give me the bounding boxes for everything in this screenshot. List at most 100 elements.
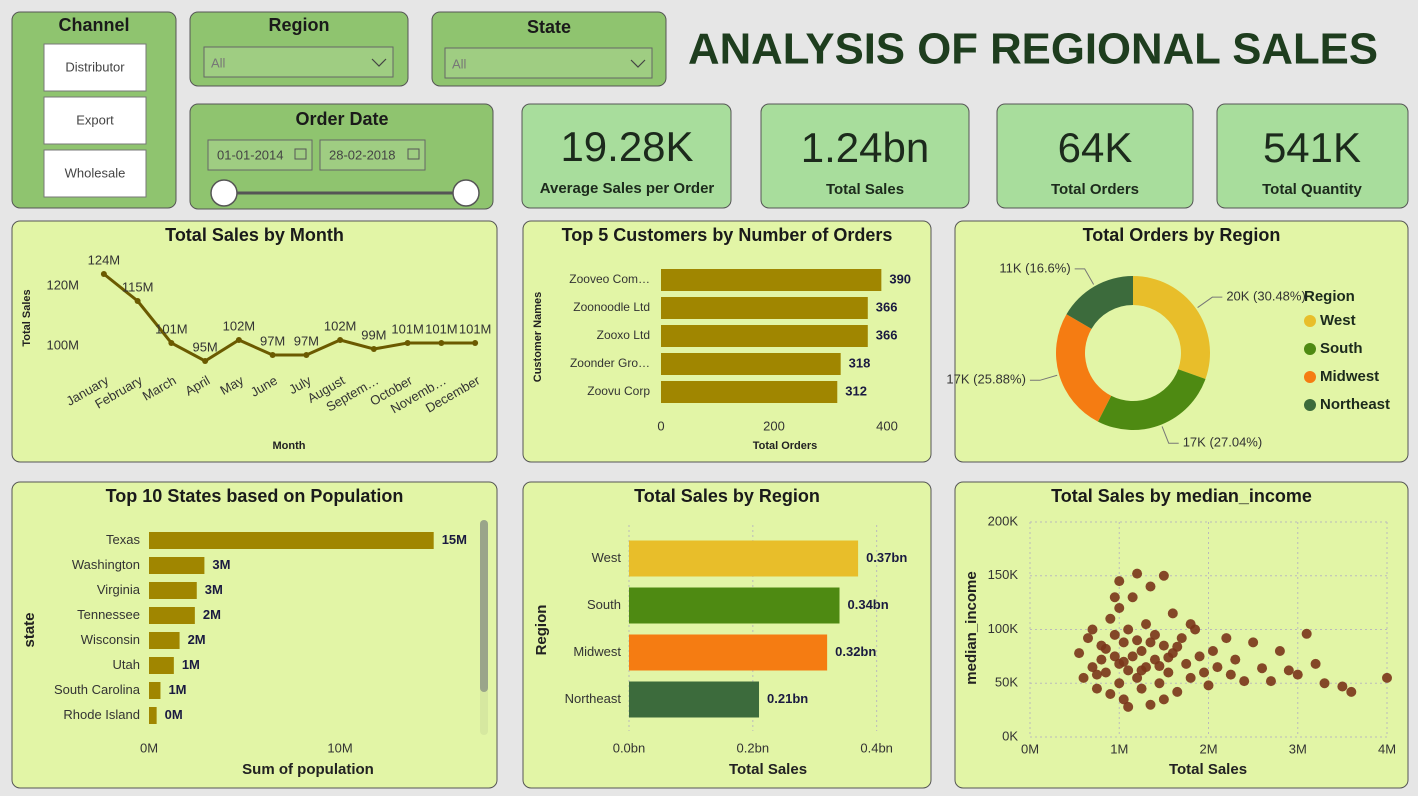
scatter-point (1109, 592, 1120, 603)
data-label: 2M (188, 632, 206, 647)
scatter-point (1118, 694, 1129, 705)
data-label: 99M (361, 327, 386, 342)
x-tick-label: 400 (876, 418, 898, 433)
bar (149, 682, 161, 699)
category-label: Texas (106, 532, 140, 547)
scatter-point (1118, 656, 1129, 667)
channel-button[interactable] (43, 149, 147, 198)
x-tick-label: 0M (140, 740, 158, 755)
point (235, 337, 242, 343)
data-label: 0.21bn (767, 691, 808, 706)
scatter-point (1163, 667, 1174, 678)
leader-line (1074, 268, 1095, 285)
category-label: Midwest (573, 644, 621, 659)
scatter-point (1118, 637, 1129, 648)
data-label: 1M (182, 657, 200, 672)
chart-panel (11, 481, 498, 789)
x-tick-label: 2M (1199, 741, 1217, 756)
data-label: 97M (294, 333, 319, 348)
scatter-point (1176, 633, 1187, 644)
scatter-point (1091, 669, 1102, 680)
scatter-point (1154, 661, 1165, 672)
bar (629, 681, 760, 718)
point (202, 358, 209, 364)
data-label: 2M (203, 607, 221, 622)
leader-line (1161, 426, 1179, 444)
y-axis-title: Total Sales (21, 289, 33, 346)
data-label: 366 (876, 327, 898, 342)
bar (149, 707, 157, 724)
line (102, 272, 476, 363)
scatter-point (1127, 592, 1138, 603)
category-label: Tennessee (77, 607, 140, 622)
scatter-point (1087, 624, 1098, 635)
leader-line (1197, 296, 1223, 308)
x-tick-label: 0.0bn (613, 740, 646, 755)
region-value[interactable]: All (211, 55, 226, 70)
data-label: 390 (889, 271, 911, 286)
bar (661, 353, 841, 375)
channel-button[interactable] (43, 96, 147, 145)
kpi-card (760, 103, 970, 209)
slider-handle[interactable] (452, 179, 480, 207)
scatter-point (1100, 667, 1111, 678)
scatter-point (1310, 658, 1321, 669)
order-date-title: Order Date (295, 109, 388, 129)
data-label: 124M (88, 252, 121, 267)
category-label: Virginia (97, 582, 141, 597)
end-date[interactable]: 28-02-2018 (329, 147, 396, 162)
x-axis-title: Total Sales (1169, 761, 1247, 778)
chevron (371, 58, 387, 67)
scatter-point (1114, 603, 1125, 613)
state-dropdown[interactable] (444, 47, 653, 79)
region-dropdown[interactable] (203, 46, 394, 78)
kpi-value: 64K (1058, 124, 1133, 171)
kpi-value: 541K (1263, 124, 1361, 171)
data-label: 101M (391, 321, 424, 336)
x-tick-label: 4M (1378, 741, 1396, 756)
legend-title: Region (1304, 288, 1355, 305)
category-label: West (592, 550, 622, 565)
scatter-point (1132, 568, 1143, 579)
category-label: Zoovu Corp (587, 384, 650, 398)
x-tick-label: 0M (1021, 741, 1039, 756)
bar (149, 632, 180, 649)
data-label: 15M (442, 532, 467, 547)
kpi-label: Total Quantity (1262, 181, 1362, 198)
channel-option[interactable]: Distributor (65, 59, 125, 74)
scatter-point (1212, 662, 1223, 673)
chart-title: Total Sales by median_income (1051, 486, 1312, 506)
scatter-point (1123, 701, 1134, 712)
dashboard-title: ANALYSIS OF REGIONAL SALES (688, 25, 1378, 74)
channel-title: Channel (58, 15, 129, 35)
y-tick-label: 150K (988, 567, 1019, 582)
x-axis-title: Total Sales (729, 761, 807, 778)
scatter-point (1154, 678, 1165, 689)
category-label: Zoonoodle Ltd (573, 300, 650, 314)
x-tick-label: 200 (763, 418, 785, 433)
bar (661, 297, 868, 319)
channel-button[interactable] (43, 43, 147, 92)
category-label: South (587, 597, 621, 612)
scatter-point (1074, 648, 1085, 659)
point (370, 346, 377, 352)
point (404, 340, 411, 346)
channel-option[interactable]: Export (76, 112, 114, 127)
region-title: Region (269, 15, 330, 35)
scatter-point (1141, 619, 1152, 630)
channel-option[interactable]: Wholesale (65, 165, 126, 180)
data-label: 0.34bn (848, 597, 889, 612)
scatter-point (1185, 619, 1196, 630)
data-label: 101M (155, 321, 188, 336)
kpi-value: 1.24bn (801, 124, 929, 171)
x-tick-label: 0.4bn (860, 740, 893, 755)
state-value[interactable]: All (452, 56, 467, 71)
category-label: Zooxo Ltd (597, 328, 650, 342)
y-axis-title: state (21, 612, 38, 647)
chart-title: Top 5 Customers by Number of Orders (562, 225, 893, 245)
scatter-point (1145, 581, 1156, 592)
slider-handle[interactable] (210, 179, 238, 207)
scatter-point (1087, 662, 1098, 673)
start-date[interactable]: 01-01-2014 (217, 147, 284, 162)
